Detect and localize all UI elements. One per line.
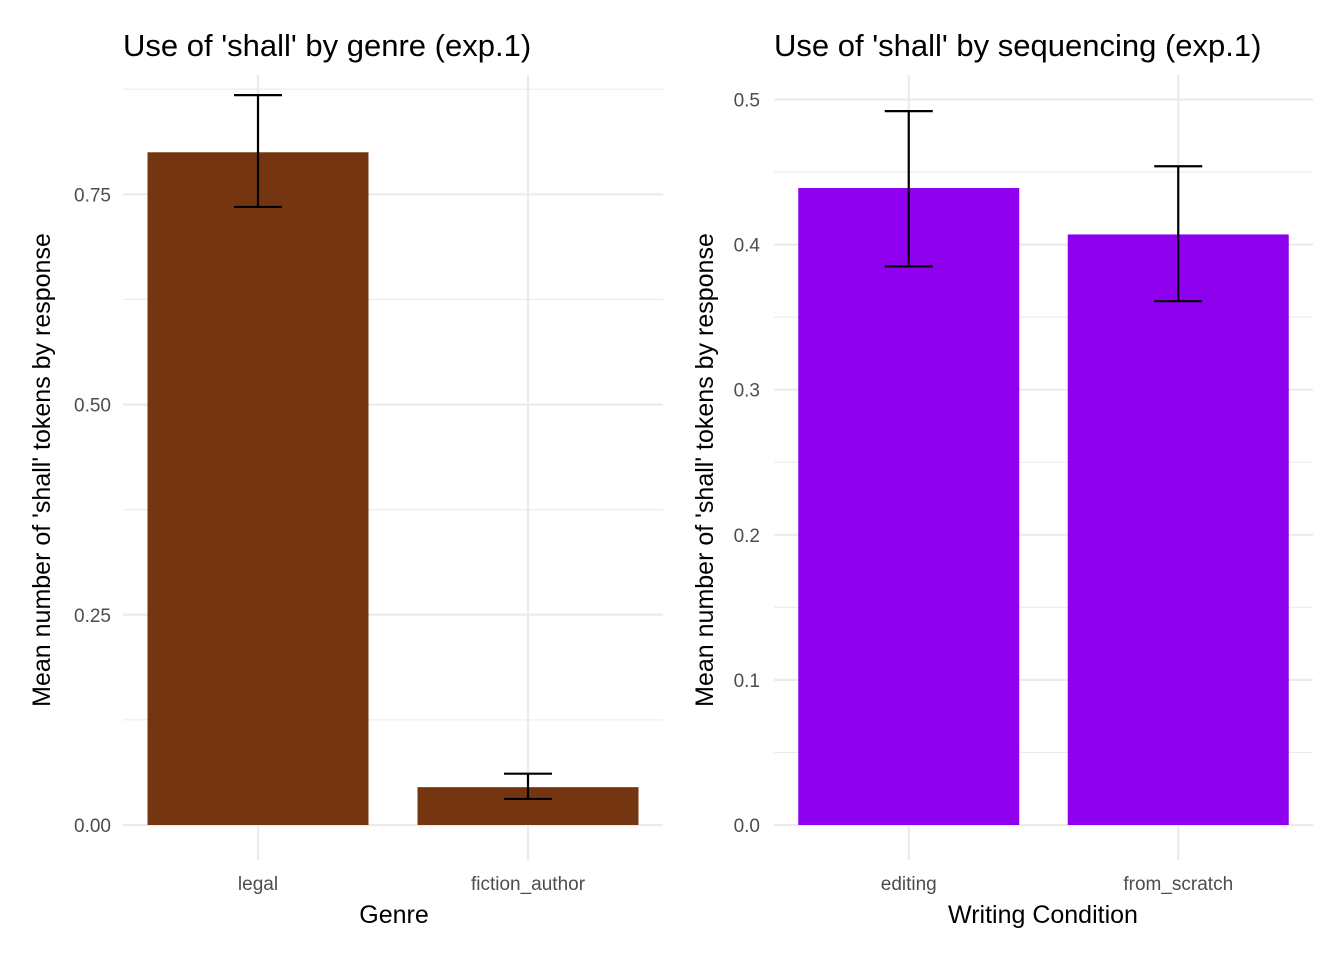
x-tick-label: legal (238, 874, 278, 895)
x-axis-title: Genre (359, 901, 428, 929)
x-tick-label: fiction_author (471, 874, 586, 895)
bar-editing (798, 188, 1020, 826)
plot-area: 0.00 0.25 0.50 0.75 legal fiction_author (74, 75, 663, 895)
chart-title: Use of 'shall' by genre (exp.1) (123, 28, 531, 63)
y-tick-label: 0.5 (734, 91, 760, 112)
y-tick-label: 0.75 (74, 185, 111, 206)
y-tick-label: 0.4 (734, 236, 761, 257)
y-axis-title: Mean number of 'shall' tokens by respons… (28, 233, 56, 707)
plot-area: 0.0 0.1 0.2 0.3 0.4 0.5 editing from_scratch (734, 75, 1313, 895)
x-axis-title: Writing Condition (948, 901, 1138, 929)
bar-legal (147, 152, 369, 826)
y-tick-label: 0.0 (734, 816, 760, 837)
y-tick-label: 0.25 (74, 606, 111, 627)
bar-from_scratch (1067, 234, 1289, 825)
chart-title: Use of 'shall' by sequencing (exp.1) (774, 28, 1261, 63)
y-tick-label: 0.00 (74, 816, 111, 837)
y-tick-label: 0.1 (734, 671, 760, 692)
x-tick-label: from_scratch (1123, 874, 1233, 895)
sequencing-chart-panel: Use of 'shall' by sequencing (exp.1) 0.0… (691, 28, 1313, 929)
x-tick-label: editing (881, 874, 937, 895)
y-axis-title: Mean number of 'shall' tokens by respons… (691, 233, 719, 707)
y-tick-label: 0.2 (734, 526, 760, 547)
genre-chart-panel: Use of 'shall' by genre (exp.1) 0.00 0.25… (28, 28, 663, 929)
y-tick-label: 0.50 (74, 396, 111, 417)
y-tick-label: 0.3 (734, 381, 760, 402)
